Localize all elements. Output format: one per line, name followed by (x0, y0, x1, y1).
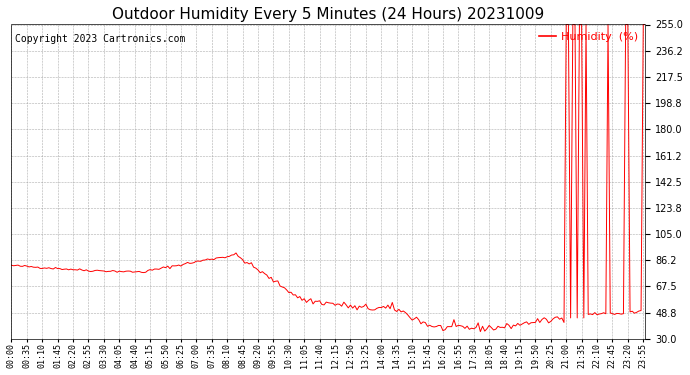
Text: Copyright 2023 Cartronics.com: Copyright 2023 Cartronics.com (14, 34, 185, 44)
Legend: Humidity  (%): Humidity (%) (538, 30, 640, 45)
Title: Outdoor Humidity Every 5 Minutes (24 Hours) 20231009: Outdoor Humidity Every 5 Minutes (24 Hou… (112, 7, 544, 22)
